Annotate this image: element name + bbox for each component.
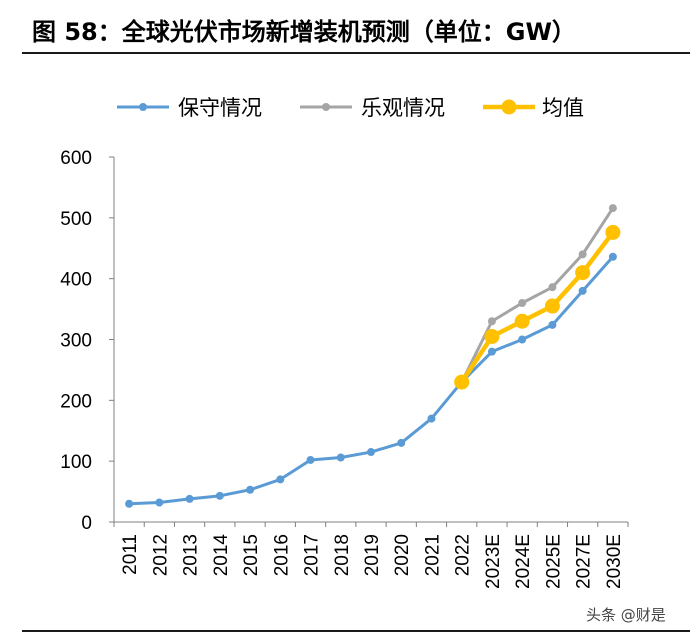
legend-label: 均值 bbox=[542, 97, 584, 120]
x-tick-label: 2013 bbox=[181, 534, 202, 576]
data-point bbox=[548, 283, 557, 292]
data-point bbox=[454, 374, 470, 390]
x-tick-label: 2011 bbox=[120, 534, 141, 575]
data-point bbox=[306, 455, 315, 464]
x-tick-label: 2019 bbox=[362, 534, 383, 576]
legend-swatch-marker bbox=[322, 103, 330, 111]
x-tick-label: 2016 bbox=[271, 534, 292, 576]
data-point bbox=[185, 494, 194, 503]
data-point bbox=[578, 286, 587, 295]
axes: 0 100 200 300 400 500 600 2011 2012 2013 2014 2015 2… bbox=[60, 148, 629, 589]
data-point bbox=[544, 298, 560, 314]
x-tick-label: 2014 bbox=[211, 534, 232, 577]
y-tick-label: 500 bbox=[60, 209, 92, 230]
y-tick-label: 400 bbox=[60, 270, 92, 291]
data-point bbox=[575, 265, 591, 281]
data-point bbox=[514, 313, 530, 329]
data-point bbox=[427, 414, 436, 423]
data-point bbox=[125, 499, 134, 508]
data-point bbox=[608, 204, 617, 213]
x-tick-label: 2012 bbox=[150, 534, 171, 576]
data-point bbox=[397, 438, 406, 447]
x-tick-label: 2025E bbox=[543, 534, 564, 589]
data-point bbox=[548, 320, 557, 329]
data-point bbox=[336, 453, 345, 462]
x-tick-label: 2024E bbox=[513, 534, 534, 589]
data-point bbox=[487, 347, 496, 356]
y-tick-label: 0 bbox=[81, 513, 92, 534]
y-tick-label: 300 bbox=[60, 331, 92, 352]
series-lines bbox=[125, 204, 621, 508]
watermark: 头条 @财是 bbox=[586, 606, 666, 624]
data-point bbox=[155, 498, 164, 507]
x-tick-label: 2018 bbox=[332, 534, 353, 576]
x-tick-label: 2027E bbox=[574, 534, 595, 589]
y-tick-label: 600 bbox=[60, 148, 92, 169]
x-tick-label: 2021 bbox=[422, 534, 443, 576]
data-point bbox=[276, 475, 285, 484]
bottom-divider bbox=[22, 630, 690, 632]
data-point bbox=[487, 317, 496, 326]
legend: 保守情况 乐观情况 均值 bbox=[117, 97, 584, 120]
data-point bbox=[367, 448, 375, 457]
x-tick-label: 2020 bbox=[392, 534, 413, 576]
x-tick-label: 2023E bbox=[483, 534, 504, 589]
data-point bbox=[608, 252, 617, 261]
x-tick-label: 2017 bbox=[302, 534, 323, 576]
series-line-1 bbox=[460, 207, 615, 383]
legend-label: 保守情况 bbox=[178, 97, 262, 120]
data-point bbox=[605, 224, 621, 240]
data-point bbox=[484, 328, 500, 344]
data-point bbox=[518, 335, 527, 344]
data-point bbox=[518, 299, 527, 307]
series-line-2 bbox=[459, 231, 615, 384]
y-tick-label: 200 bbox=[60, 391, 92, 412]
data-point bbox=[215, 491, 224, 500]
legend-swatch-marker bbox=[139, 103, 147, 111]
legend-swatch-marker bbox=[501, 99, 517, 115]
title-divider bbox=[22, 52, 690, 54]
x-tick-label: 2030E bbox=[604, 534, 625, 589]
x-tick-label: 2022 bbox=[453, 534, 474, 576]
x-tick-label: 2015 bbox=[241, 534, 262, 576]
legend-label: 乐观情况 bbox=[361, 97, 445, 120]
y-tick-label: 100 bbox=[60, 452, 92, 473]
data-point bbox=[246, 485, 255, 494]
data-point bbox=[578, 250, 587, 259]
figure-title: 图 58：全球光伏市场新增装机预测（单位：GW） bbox=[32, 18, 576, 46]
